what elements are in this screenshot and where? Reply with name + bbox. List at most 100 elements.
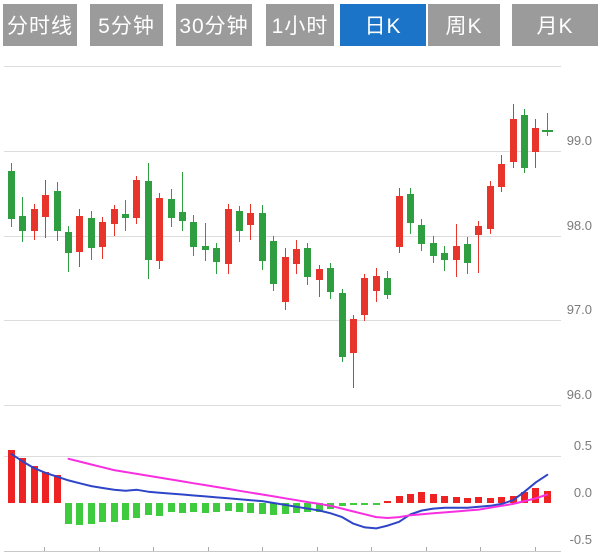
macd-histogram-bar bbox=[144, 503, 152, 516]
macd-histogram-bar bbox=[395, 495, 403, 503]
tab-1小时[interactable]: 1小时 bbox=[266, 4, 334, 46]
candle-body bbox=[213, 248, 221, 262]
macd-histogram-bar bbox=[384, 501, 392, 503]
x-axis-tick bbox=[534, 547, 536, 551]
x-axis-tick bbox=[371, 547, 372, 551]
x-axis-tick bbox=[44, 547, 45, 551]
macd-histogram-bar bbox=[42, 472, 50, 503]
candle-body bbox=[350, 318, 357, 354]
candle-body bbox=[315, 268, 323, 280]
macd-histogram-bar bbox=[53, 474, 61, 503]
candle-body bbox=[8, 171, 15, 219]
candle-body bbox=[76, 216, 84, 252]
candle-body bbox=[167, 199, 175, 218]
candle-body bbox=[372, 275, 380, 291]
macd-histogram-bar bbox=[521, 491, 528, 503]
candle-body bbox=[429, 242, 437, 257]
candle-body bbox=[532, 128, 540, 152]
price-grid-line bbox=[4, 66, 561, 68]
macd-histogram-bar bbox=[201, 503, 209, 514]
macd-histogram-bar bbox=[224, 503, 232, 511]
candle-body bbox=[236, 211, 243, 231]
candle-body bbox=[53, 190, 61, 232]
candle-body bbox=[384, 278, 392, 295]
macd-histogram-bar bbox=[304, 503, 312, 513]
macd-axis-label: 0.0 bbox=[573, 485, 592, 500]
macd-axis-label: -0.5 bbox=[569, 532, 592, 547]
candle-body bbox=[418, 224, 426, 245]
price-axis-label: 96.0 bbox=[566, 387, 592, 403]
price-axis-label: 99.0 bbox=[566, 133, 592, 148]
x-axis-tick bbox=[425, 547, 427, 551]
x-axis-tick bbox=[316, 547, 318, 551]
macd-histogram-bar bbox=[65, 503, 72, 524]
candle-wick bbox=[318, 264, 320, 297]
macd-histogram-bar bbox=[167, 503, 175, 513]
tab-日K[interactable]: 日K bbox=[340, 4, 426, 46]
macd-histogram-bar bbox=[236, 503, 243, 512]
candle-body bbox=[281, 256, 289, 302]
candle-body bbox=[327, 267, 335, 293]
macd-histogram-bar bbox=[19, 457, 27, 503]
macd-histogram-bar bbox=[122, 503, 129, 520]
candle-body bbox=[293, 249, 300, 265]
price-grid-line bbox=[4, 235, 561, 237]
macd-histogram-bar bbox=[543, 490, 551, 503]
macd-histogram-bar bbox=[293, 503, 300, 514]
macd-histogram-bar bbox=[247, 503, 255, 514]
macd-histogram-bar bbox=[372, 503, 380, 505]
macd-histogram-bar bbox=[179, 503, 186, 514]
candle-body bbox=[407, 194, 414, 223]
macd-histogram-bar bbox=[498, 497, 506, 503]
candle-body bbox=[190, 222, 198, 248]
candle-body bbox=[441, 252, 449, 261]
candle-body bbox=[395, 195, 403, 247]
tab-30分钟[interactable]: 30分钟 bbox=[176, 4, 252, 46]
candle-body bbox=[133, 179, 141, 218]
candle-wick bbox=[204, 223, 206, 262]
x-axis-tick bbox=[262, 547, 263, 551]
macd-histogram-bar bbox=[327, 503, 335, 509]
candle-body bbox=[338, 293, 346, 357]
tab-月K[interactable]: 月K bbox=[512, 4, 598, 46]
x-axis-tick bbox=[98, 547, 100, 551]
tab-分时线[interactable]: 分时线 bbox=[3, 4, 77, 46]
candle-body bbox=[224, 209, 232, 265]
tab-5分钟[interactable]: 5分钟 bbox=[90, 4, 163, 46]
macd-histogram-bar bbox=[475, 497, 483, 503]
candle-body bbox=[509, 118, 517, 162]
candle-body bbox=[258, 212, 266, 262]
candle-body bbox=[156, 198, 164, 262]
candle-body bbox=[486, 185, 494, 229]
x-axis-tick bbox=[480, 547, 481, 551]
candle-body bbox=[179, 212, 186, 222]
candle-wick bbox=[182, 172, 183, 232]
macd-histogram-bar bbox=[76, 503, 84, 525]
price-grid-line bbox=[4, 320, 561, 322]
price-axis-label: 98.0 bbox=[566, 217, 592, 233]
tab-周K[interactable]: 周K bbox=[428, 4, 500, 46]
macd-histogram-bar bbox=[190, 503, 198, 513]
macd-histogram-bar bbox=[407, 493, 414, 503]
macd-histogram-bar bbox=[87, 503, 95, 524]
macd-histogram-bar bbox=[270, 503, 278, 516]
macd-axis-label: 0.5 bbox=[573, 438, 592, 453]
macd-histogram-bar bbox=[532, 488, 540, 503]
candle-body bbox=[304, 247, 312, 278]
candle-wick bbox=[546, 112, 548, 136]
price-grid-line bbox=[4, 405, 561, 407]
candle-body bbox=[452, 245, 460, 261]
macd-histogram-bar bbox=[350, 503, 357, 505]
macd-histogram-bar bbox=[133, 503, 141, 518]
candle-body bbox=[498, 163, 506, 188]
candle-body bbox=[42, 195, 50, 217]
macd-histogram-bar bbox=[361, 503, 369, 505]
x-axis-tick bbox=[207, 547, 209, 551]
macd-histogram-bar bbox=[213, 503, 221, 512]
macd-histogram-bar bbox=[315, 503, 323, 512]
macd-histogram-bar bbox=[509, 495, 517, 503]
macd-histogram-bar bbox=[464, 498, 471, 503]
macd-histogram-bar bbox=[429, 493, 437, 503]
